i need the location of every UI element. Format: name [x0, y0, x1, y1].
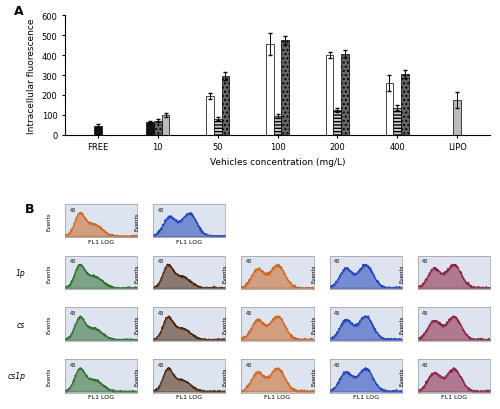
Text: 43: 43	[158, 310, 164, 315]
Text: Events: Events	[46, 315, 52, 334]
Text: Events: Events	[400, 315, 404, 334]
Text: 43: 43	[158, 259, 164, 264]
Text: 43: 43	[422, 259, 428, 264]
Bar	[394, 109, 401, 135]
X-axis label: FL1 LOG: FL1 LOG	[441, 394, 467, 399]
Text: 43: 43	[70, 207, 75, 212]
Bar	[266, 45, 274, 135]
Text: Events: Events	[46, 367, 52, 385]
Bar	[154, 121, 162, 135]
Text: 43: 43	[158, 207, 164, 212]
Bar	[282, 41, 289, 135]
Text: Events: Events	[311, 263, 316, 282]
X-axis label: FL1 LOG: FL1 LOG	[352, 394, 378, 399]
Text: Events: Events	[400, 263, 404, 282]
Text: Events: Events	[46, 212, 52, 230]
Text: 43: 43	[158, 362, 164, 367]
Bar	[94, 126, 102, 135]
Text: 43: 43	[422, 362, 428, 367]
Text: A: A	[14, 5, 24, 18]
X-axis label: FL1 LOG: FL1 LOG	[264, 394, 290, 399]
Bar	[326, 56, 334, 135]
Y-axis label: Intracellular fluorescence: Intracellular fluorescence	[27, 18, 36, 133]
X-axis label: FL1 LOG: FL1 LOG	[88, 239, 114, 244]
Text: Events: Events	[135, 367, 140, 385]
Text: 43: 43	[246, 362, 252, 367]
Bar	[214, 119, 222, 135]
Bar	[162, 116, 170, 135]
Bar	[222, 77, 230, 135]
Text: Events: Events	[135, 315, 140, 334]
Text: 1p: 1p	[16, 268, 25, 277]
Bar	[206, 97, 214, 135]
Text: 43: 43	[70, 259, 75, 264]
Text: Events: Events	[135, 263, 140, 282]
Text: cs1p: cs1p	[7, 371, 25, 380]
X-axis label: FL1 LOG: FL1 LOG	[176, 239, 203, 244]
Text: 43: 43	[246, 259, 252, 264]
Bar	[386, 83, 394, 135]
Text: Events: Events	[223, 263, 228, 282]
Text: 43: 43	[334, 259, 340, 264]
Bar	[341, 55, 349, 135]
Text: Events: Events	[400, 367, 404, 385]
Text: Events: Events	[135, 212, 140, 230]
Bar	[146, 122, 154, 135]
Text: 43: 43	[246, 310, 252, 315]
Text: Events: Events	[46, 263, 52, 282]
Text: Events: Events	[311, 367, 316, 385]
Text: Events: Events	[223, 315, 228, 334]
Text: B: B	[25, 203, 34, 216]
Text: Events: Events	[311, 315, 316, 334]
Text: Lipofectamine: Lipofectamine	[162, 255, 216, 264]
Bar	[453, 101, 461, 135]
Bar	[401, 74, 409, 135]
Text: 43: 43	[334, 310, 340, 315]
X-axis label: FL1 LOG: FL1 LOG	[176, 394, 203, 399]
Bar	[274, 117, 281, 135]
Text: cs: cs	[17, 320, 25, 329]
Text: 43: 43	[70, 362, 75, 367]
Bar	[334, 110, 341, 135]
X-axis label: Vehicles concentration (mg/L): Vehicles concentration (mg/L)	[210, 157, 345, 166]
Text: Free: Free	[93, 255, 110, 264]
Text: 43: 43	[334, 362, 340, 367]
Text: 43: 43	[70, 310, 75, 315]
Text: Events: Events	[223, 367, 228, 385]
X-axis label: FL1 LOG: FL1 LOG	[88, 394, 114, 399]
Text: 43: 43	[422, 310, 428, 315]
